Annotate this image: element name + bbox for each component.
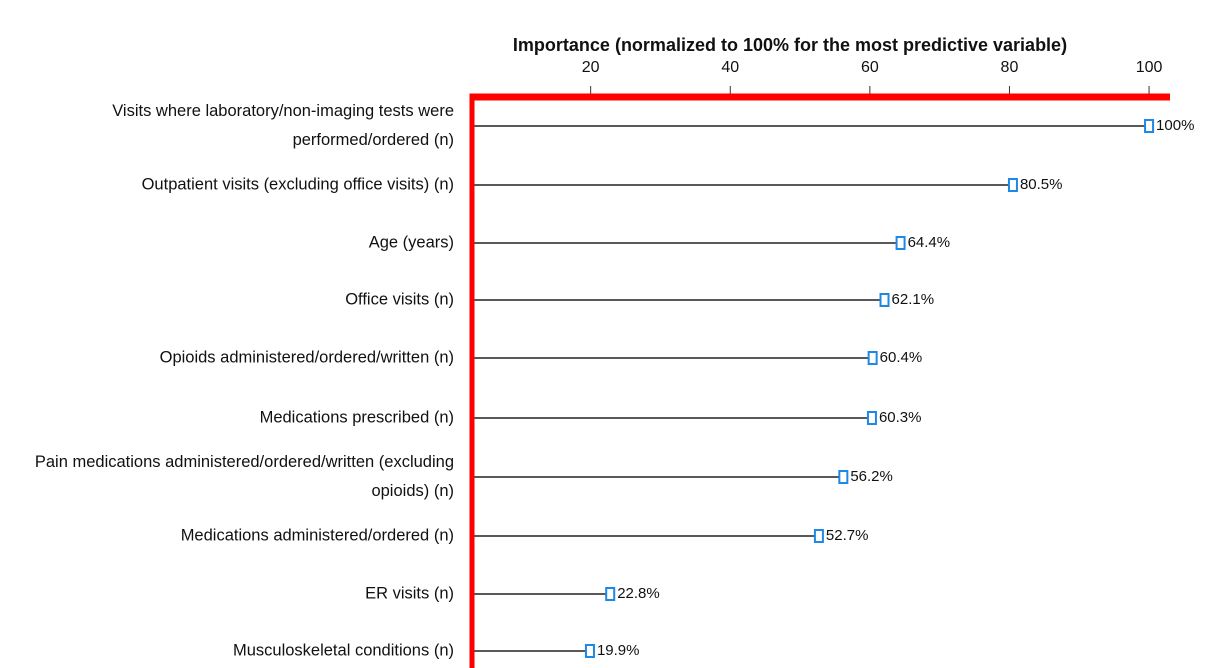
x-tick-label: 20	[582, 59, 600, 76]
value-label: 80.5%	[1020, 176, 1063, 193]
value-label: 100%	[1156, 117, 1194, 134]
marker	[879, 293, 890, 307]
chart-title: Importance (normalized to 100% for the m…	[513, 35, 1067, 55]
marker	[895, 236, 906, 250]
marker	[584, 644, 595, 658]
marker	[813, 529, 824, 543]
x-tick-label: 80	[1001, 59, 1019, 76]
value-label: 60.4%	[880, 349, 923, 366]
marker	[838, 470, 849, 484]
category-label: Opioids administered/ordered/written (n)	[159, 348, 454, 367]
marker	[866, 411, 877, 425]
category-label: Medications prescribed (n)	[259, 408, 454, 427]
category-label: Outpatient visits (excluding office visi…	[141, 175, 454, 194]
category-label: Musculoskeletal conditions (n)	[232, 641, 454, 660]
value-label: 52.7%	[826, 527, 869, 544]
value-label: 19.9%	[597, 642, 640, 659]
value-label: 62.1%	[892, 291, 935, 308]
category-label: Pain medications administered/ordered/wr…	[34, 453, 454, 500]
value-label: 60.3%	[879, 409, 922, 426]
value-label: 22.8%	[617, 585, 660, 602]
category-label: Age (years)	[368, 233, 454, 252]
x-tick-label: 60	[861, 59, 879, 76]
category-label: ER visits (n)	[365, 584, 454, 603]
marker	[605, 587, 616, 601]
x-tick-label: 100	[1136, 59, 1163, 76]
category-label: Office visits (n)	[345, 290, 454, 309]
x-tick-label: 40	[721, 59, 739, 76]
category-label: Visits where laboratory/non-imaging test…	[112, 102, 454, 149]
marker	[867, 351, 878, 365]
category-label: Medications administered/ordered (n)	[180, 526, 454, 545]
marker	[1144, 119, 1155, 133]
marker	[1007, 178, 1018, 192]
value-label: 64.4%	[908, 234, 951, 251]
value-label: 56.2%	[850, 468, 893, 485]
